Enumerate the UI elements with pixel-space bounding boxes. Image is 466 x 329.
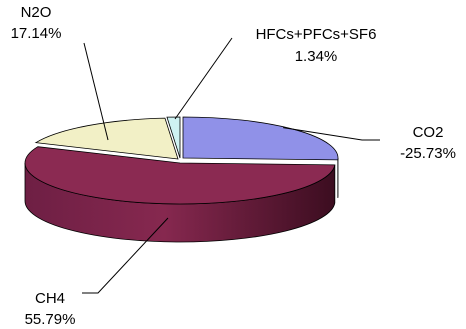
slice-label-ch4: CH4 [35, 290, 65, 307]
pie-slice-hfcs-pfcs-sf6 [166, 116, 181, 159]
slice-value-ch4: 55.79% [25, 311, 76, 328]
leader-line-n2o [83, 42, 109, 141]
leader-line-hfcs-pfcs-sf6 [174, 37, 233, 120]
slice-label-hfcs-pfcs-sf6: HFCs+PFCs+SF6 [256, 26, 377, 43]
slice-value-n2o: 17.14% [11, 25, 62, 42]
pie-slice-ch4 [24, 146, 336, 205]
leader-line-ch4 [82, 217, 169, 294]
pie-slice-n2o [34, 117, 179, 160]
slice-label-co2: CO2 [413, 124, 444, 141]
slice-value-hfcs-pfcs-sf6: 1.34% [295, 48, 338, 65]
slice-value-co2: -25.73% [400, 145, 456, 162]
slice-label-n2o: N2O [21, 4, 52, 21]
leader-line-co2 [283, 127, 380, 141]
pie-slice-co2 [182, 116, 339, 161]
